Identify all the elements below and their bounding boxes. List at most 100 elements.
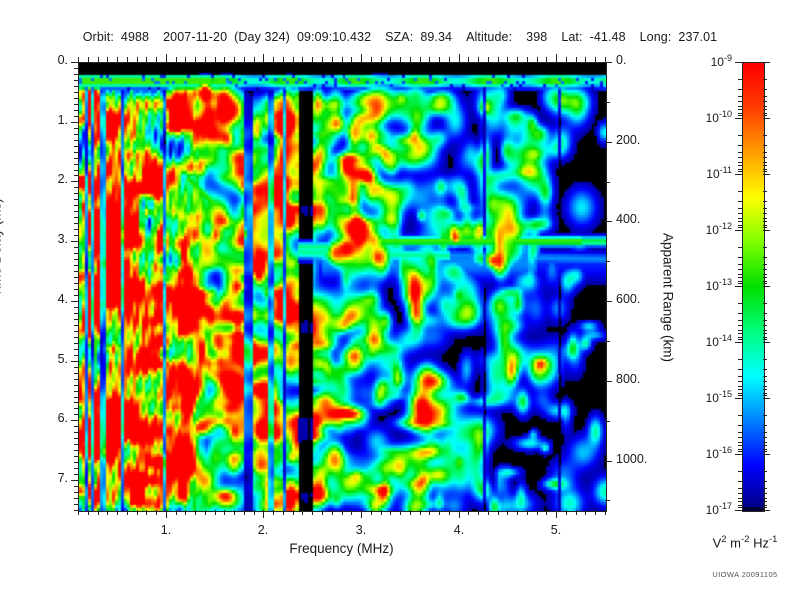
x-tick-top-minor: [410, 57, 411, 62]
colorbar-tick-major-2: [735, 174, 742, 175]
colorbar-tick-label-5: 10-14: [705, 333, 732, 349]
colorbar-tick-minor: [763, 437, 767, 438]
x-tick-minor: [127, 510, 128, 515]
x-tick-top-minor: [273, 57, 274, 62]
colorbar-tick-minor: [738, 281, 742, 282]
y-tick-minor: [74, 510, 78, 511]
y-tick-label-3: 3.: [57, 232, 68, 246]
x-tick-major-4: [556, 510, 557, 518]
colorbar-gradient: [743, 63, 764, 511]
x-tick-minor: [390, 510, 391, 515]
colorbar-tick-minor: [738, 449, 742, 450]
y-axis-title-time-delay: Time Delay (ms): [0, 198, 4, 297]
x-tick-top-minor: [88, 57, 89, 62]
y-tick-minor: [74, 474, 78, 475]
colorbar-tick-minor: [763, 389, 767, 390]
colorbar-tick-minor: [763, 505, 767, 506]
colorbar-tick-minor: [738, 135, 742, 136]
colorbar-tick-minor: [738, 389, 742, 390]
x-tick-top-minor: [332, 57, 333, 62]
credit-footer: UIOWA 20091105: [712, 570, 778, 579]
x-tick-top-minor: [381, 57, 382, 62]
page-header: Orbit: 4988 2007-11-20 (Day 324) 09:09:1…: [0, 30, 800, 44]
colorbar-tick-minor: [763, 498, 767, 499]
colorbar-tick-minor: [763, 376, 767, 377]
colorbar-tick-minor: [763, 359, 767, 360]
colorbar-tick-minor: [738, 376, 742, 377]
y-tick-label-4: 4.: [57, 292, 68, 306]
colorbar-tick-major-0: [735, 62, 742, 63]
colorbar-tick-minor: [763, 247, 767, 248]
colorbar-tick-label-1: 10-10: [705, 109, 732, 125]
colorbar-tick-minor: [738, 442, 742, 443]
colorbar-tick-minor: [738, 313, 742, 314]
x-tick-top-minor: [478, 57, 479, 62]
x-tick-top-minor: [595, 57, 596, 62]
y-tick-minor: [74, 146, 78, 147]
colorbar-tick-minor: [738, 425, 742, 426]
x-tick-major-1: [263, 510, 264, 518]
colorbar-tick-major-1: [735, 118, 742, 119]
y-tick-minor: [74, 265, 78, 266]
x-tick-minor: [205, 510, 206, 515]
colorbar-tick-minor: [763, 432, 767, 433]
colorbar-tick-minor: [738, 507, 742, 508]
y-tick-major-0: [71, 62, 78, 63]
y-tick-minor: [74, 462, 78, 463]
colorbar-tick-minor: [763, 157, 767, 158]
x-tick-minor: [576, 510, 577, 515]
colorbar-tick-minor: [763, 471, 767, 472]
y-tick-minor: [74, 271, 78, 272]
x-tick-minor: [410, 510, 411, 515]
x-tick-minor: [400, 510, 401, 515]
y2-tick-major-0: [605, 62, 612, 63]
colorbar-tick-major-6: [763, 398, 770, 399]
x-tick-top-minor: [224, 57, 225, 62]
colorbar-tick-minor: [738, 221, 742, 222]
colorbar-tick-label-0: 10-9: [710, 53, 732, 69]
y-tick-minor: [74, 343, 78, 344]
x-tick-top-minor: [439, 57, 440, 62]
x-tick-minor: [254, 510, 255, 515]
colorbar-tick-minor: [763, 269, 767, 270]
y-tick-minor: [74, 337, 78, 338]
x-tick-minor: [381, 510, 382, 515]
x-tick-top-minor: [390, 57, 391, 62]
y-tick-major-2: [71, 181, 78, 182]
x-tick-minor: [302, 510, 303, 515]
colorbar-tick-minor: [738, 115, 742, 116]
colorbar-tick-minor: [763, 115, 767, 116]
colorbar-tick-minor: [763, 442, 767, 443]
x-tick-top-minor: [156, 57, 157, 62]
x-tick-minor: [439, 510, 440, 515]
colorbar-tick-minor: [738, 381, 742, 382]
colorbar-tick-minor: [763, 449, 767, 450]
y-tick-minor: [74, 98, 78, 99]
y-tick-label-6: 6.: [57, 411, 68, 425]
colorbar-tick-minor: [738, 152, 742, 153]
colorbar-tick-major-5: [763, 342, 770, 343]
colorbar-tick-minor: [763, 493, 767, 494]
x-axis-title-frequency: Frequency (MHz): [289, 541, 394, 556]
colorbar-tick-minor: [738, 106, 742, 107]
x-tick-top-minor: [244, 57, 245, 62]
colorbar-tick-minor: [738, 325, 742, 326]
y2-tick-label-4: 800.: [616, 372, 641, 386]
y-tick-minor: [74, 253, 78, 254]
x-tick-top-minor: [507, 57, 508, 62]
x-tick-top-minor: [546, 57, 547, 62]
colorbar-tick-minor: [738, 437, 742, 438]
colorbar-tick-minor: [738, 415, 742, 416]
x-tick-minor: [234, 510, 235, 515]
colorbar-tick-minor: [763, 481, 767, 482]
y-tick-minor: [74, 68, 78, 69]
x-tick-minor: [527, 510, 528, 515]
colorbar-tick-minor: [738, 432, 742, 433]
x-tick-top-minor: [351, 57, 352, 62]
x-tick-top-minor: [312, 57, 313, 62]
x-tick-minor: [351, 510, 352, 515]
spectrogram-plot-area: [78, 62, 607, 512]
x-tick-minor: [117, 510, 118, 515]
colorbar-tick-minor: [738, 225, 742, 226]
y-tick-minor: [74, 277, 78, 278]
